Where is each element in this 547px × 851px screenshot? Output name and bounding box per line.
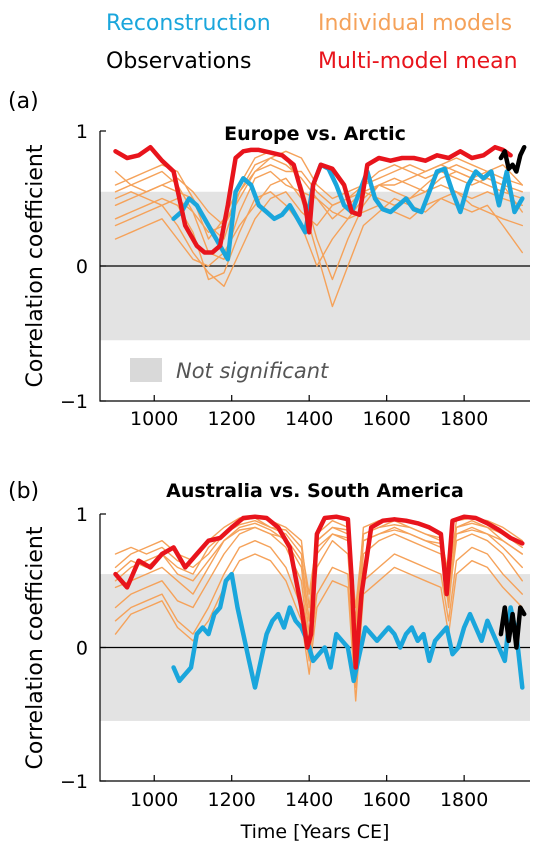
- individual-model-line: [114, 522, 523, 649]
- x-tick-label: 1600: [362, 408, 410, 430]
- x-tick-label: 1000: [130, 408, 178, 430]
- multi-model-mean-line: [113, 144, 513, 255]
- y-axis-label: Correlation coefficient: [23, 526, 48, 769]
- x-tick-label: 1800: [440, 408, 488, 430]
- x-tick-label: 1600: [362, 789, 410, 811]
- legend-multi-model-mean: Multi-model mean: [318, 49, 518, 74]
- individual-model-line: [114, 157, 523, 233]
- panel-label: (b): [8, 479, 39, 504]
- panel-b: (b) Australia vs. South America 1000 1200 14…: [8, 479, 530, 843]
- significance-swatch: [130, 358, 162, 382]
- y-axis-label: Correlation coefficient: [23, 144, 48, 387]
- x-tick-label: 1400: [285, 408, 333, 430]
- legend-reconstruction: Reconstruction: [106, 11, 271, 36]
- x-tick-label: 1400: [285, 789, 333, 811]
- individual-model-line: [114, 540, 523, 689]
- significance-label: Not significant: [176, 359, 329, 383]
- y-tick-label: 1: [76, 121, 88, 143]
- individual-model-line: [114, 150, 523, 281]
- multi-model-mean-line: [113, 514, 525, 670]
- observations-line: [498, 144, 527, 174]
- individual-model-line: [114, 553, 523, 702]
- legend-individual-models: Individual models: [318, 11, 512, 36]
- x-axis-label: Time [Years CE]: [240, 821, 390, 843]
- y-tick-label: −1: [60, 771, 88, 793]
- x-tick-label: 1000: [130, 789, 178, 811]
- panel-title: Europe vs. Arctic: [224, 123, 406, 145]
- panel-a: (a) Europe vs. Arctic 1000 1200 1400 1600 1800…: [8, 89, 530, 430]
- panel-label: (a): [8, 89, 39, 114]
- panel-title: Australia vs. South America: [166, 480, 464, 502]
- y-tick-label: −1: [60, 391, 88, 413]
- reconstruction-line: [171, 162, 525, 262]
- y-tick-label: 0: [76, 638, 88, 660]
- legend-observations: Observations: [106, 49, 251, 74]
- observations-line: [498, 605, 527, 650]
- reconstruction-line: [171, 571, 525, 690]
- individual-model-line: [114, 164, 523, 227]
- x-tick-label: 1800: [440, 789, 488, 811]
- y-tick-label: 1: [76, 504, 88, 526]
- y-tick-label: 0: [76, 256, 88, 278]
- legend: Reconstruction Individual models Observa…: [106, 11, 518, 74]
- x-tick-label: 1200: [208, 408, 256, 430]
- individual-model-line: [114, 526, 523, 662]
- x-tick-label: 1200: [208, 789, 256, 811]
